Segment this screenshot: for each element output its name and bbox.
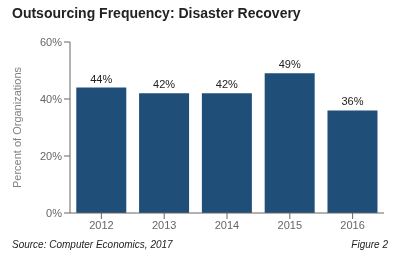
svg-text:2014: 2014	[215, 219, 239, 231]
svg-text:42%: 42%	[153, 78, 175, 90]
svg-text:42%: 42%	[216, 78, 238, 90]
svg-text:2012: 2012	[89, 219, 113, 231]
svg-text:0%: 0%	[46, 207, 62, 219]
svg-text:2016: 2016	[340, 219, 364, 231]
svg-text:2013: 2013	[152, 219, 176, 231]
html-text:Figure 2: Figure 2	[351, 239, 388, 250]
html-text:Source: Computer Economics, 20: Source: Computer Economics, 2017	[12, 239, 173, 250]
svg-text:2015: 2015	[278, 219, 302, 231]
svg-text:49%: 49%	[279, 58, 301, 70]
svg-text:20%: 20%	[40, 150, 62, 162]
svg-text:40%: 40%	[40, 93, 62, 105]
html-text:Outsourcing Frequency: Disaste: Outsourcing Frequency: Disaster Recovery	[12, 5, 301, 21]
svg-text:Percent of Organizations: Percent of Organizations	[11, 66, 23, 188]
svg-text:44%: 44%	[90, 73, 112, 85]
svg-text:36%: 36%	[341, 95, 363, 107]
svg-text:60%: 60%	[40, 36, 62, 48]
